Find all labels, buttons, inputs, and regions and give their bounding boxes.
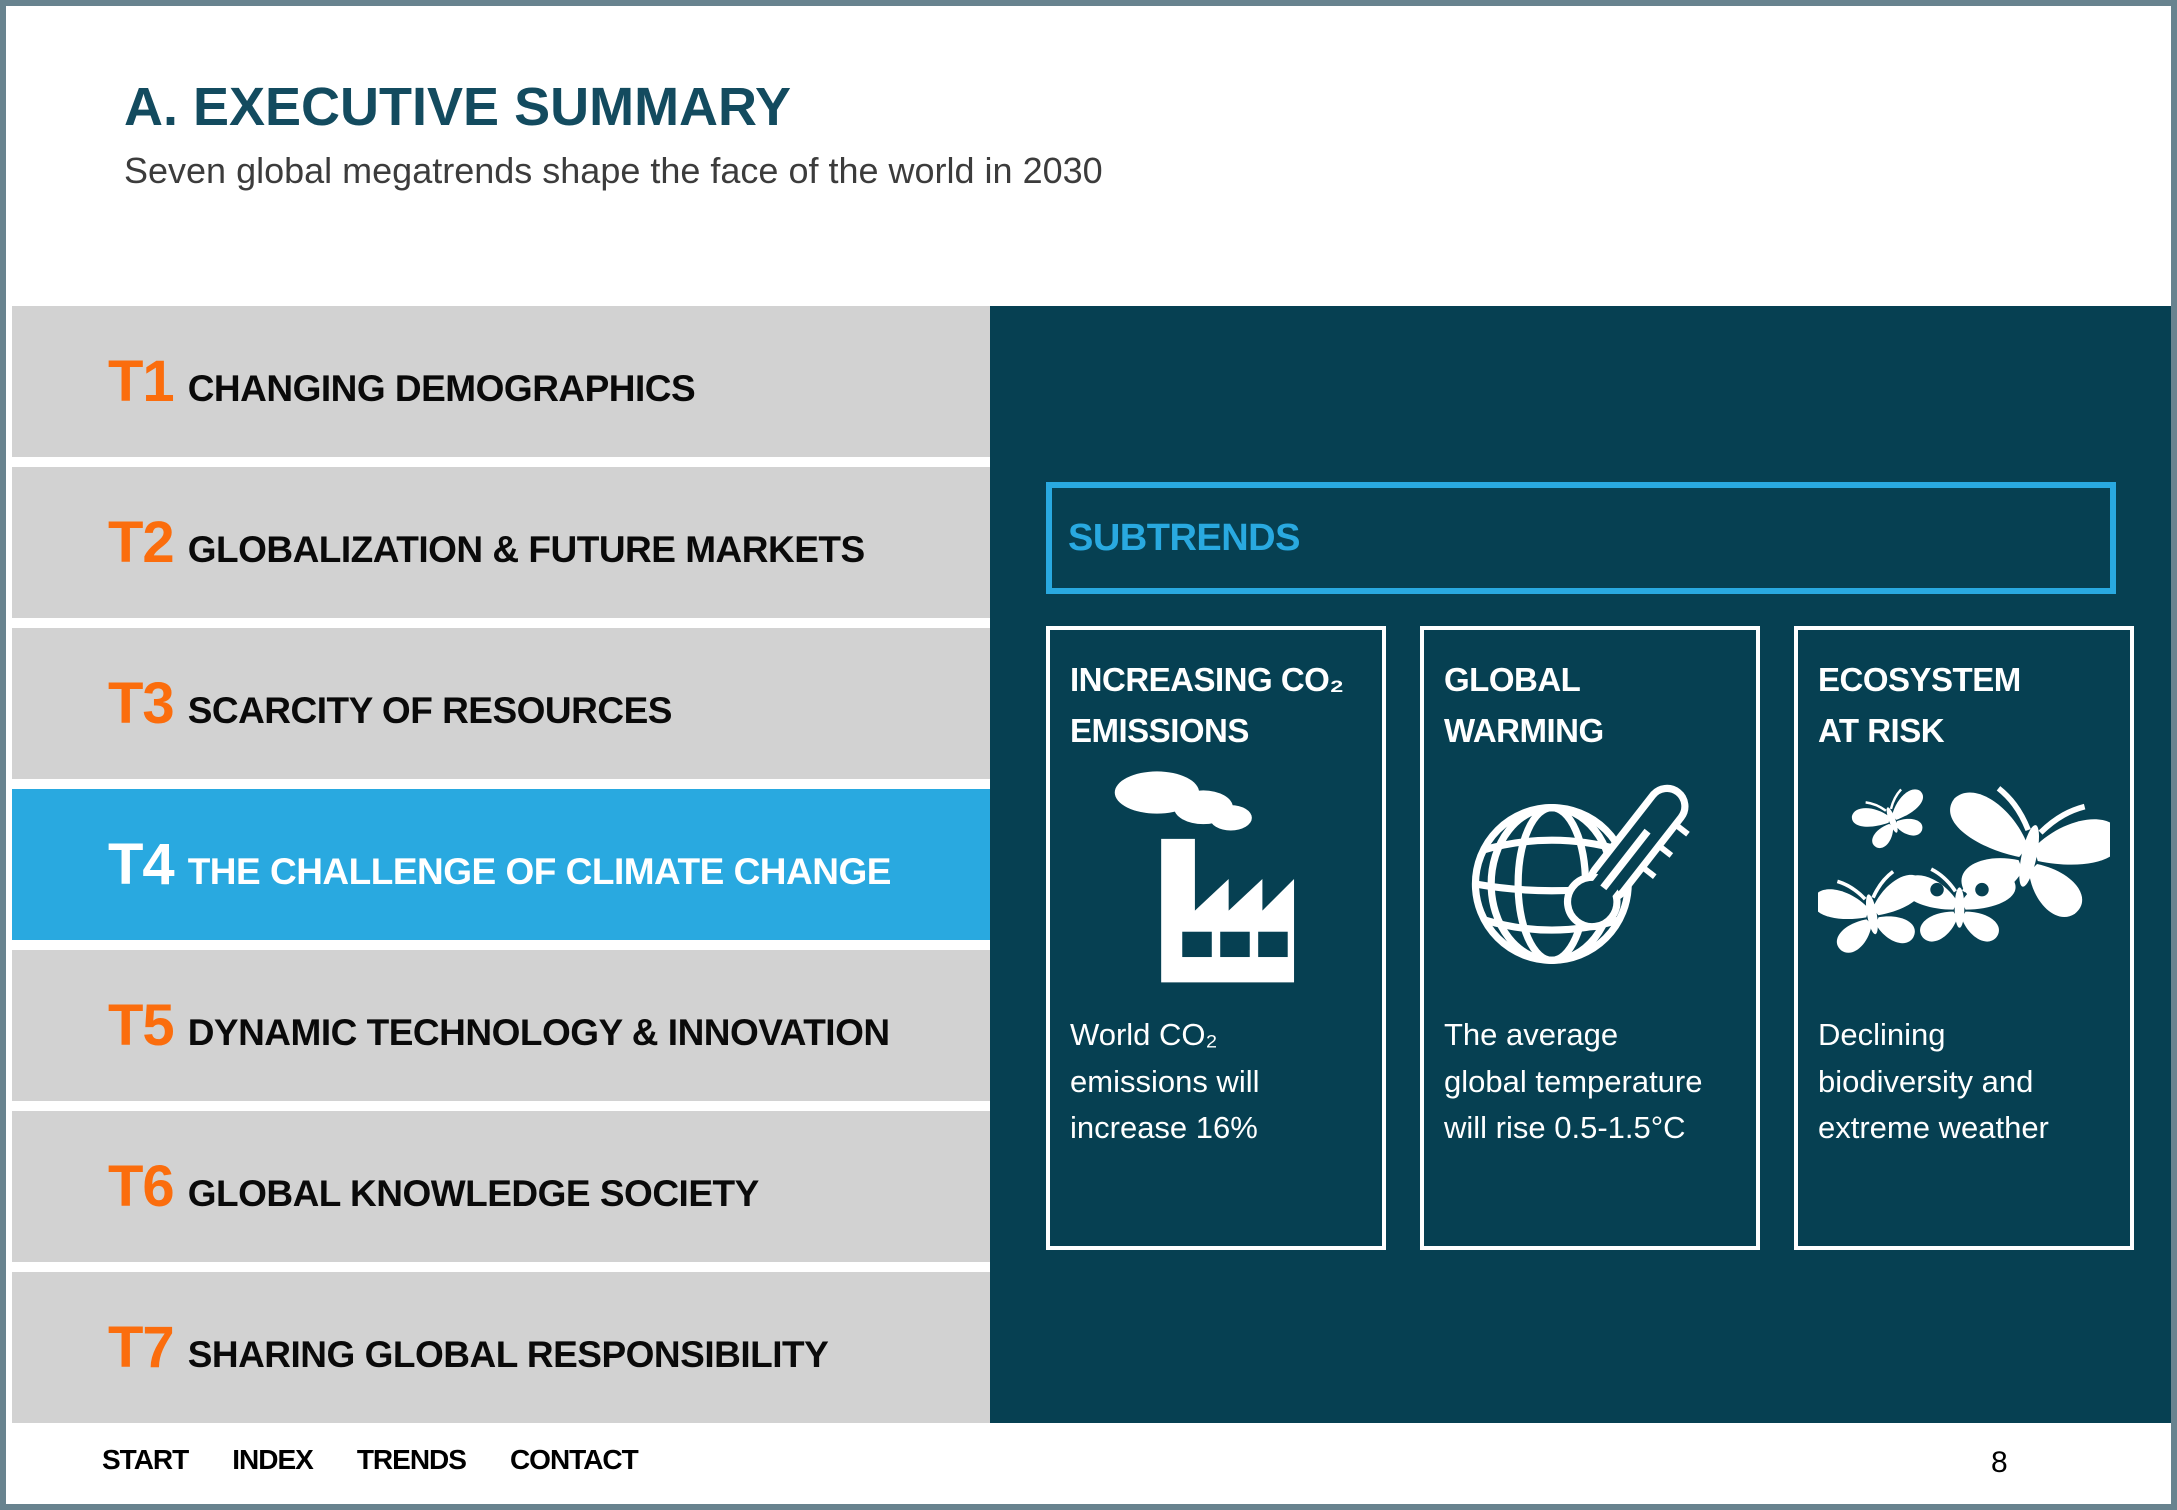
subtrend-card-co2-emissions: INCREASING CO₂ EMISSIONS World CO₂ emiss…: [1046, 626, 1386, 1250]
nav-trends[interactable]: TRENDS: [356, 1444, 467, 1475]
trend-row-t7[interactable]: T7 SHARING GLOBAL RESPONSIBILITY: [12, 1272, 990, 1423]
trend-label: THE CHALLENGE OF CLIMATE CHANGE: [187, 851, 892, 892]
trend-label: GLOBALIZATION & FUTURE MARKETS: [187, 529, 865, 570]
trend-label: DYNAMIC TECHNOLOGY & INNOVATION: [187, 1012, 890, 1053]
trend-label: SCARCITY OF RESOURCES: [187, 690, 673, 731]
factory-icon: [1070, 760, 1362, 998]
trend-label: GLOBAL KNOWLEDGE SOCIETY: [187, 1173, 760, 1214]
page-number: 8: [1991, 1446, 2008, 1479]
trend-row-t4-selected[interactable]: T4 THE CHALLENGE OF CLIMATE CHANGE: [12, 789, 990, 940]
trend-number: T4: [108, 832, 175, 897]
card-title: ECOSYSTEM AT RISK: [1818, 661, 2021, 750]
trend-label: SHARING GLOBAL RESPONSIBILITY: [187, 1334, 829, 1375]
card-title: GLOBAL WARMING: [1444, 661, 1604, 750]
trend-number: T6: [108, 1154, 175, 1219]
trend-number: T2: [108, 510, 175, 575]
card-body: World CO₂ emissions will increase 16%: [1070, 1017, 1260, 1146]
trend-label: CHANGING DEMOGRAPHICS: [187, 368, 696, 409]
trend-number: T5: [108, 993, 175, 1058]
subtrends-panel: SUBTRENDS INCREASING CO₂ EMISSIONS: [990, 306, 2171, 1423]
trend-number: T7: [108, 1315, 175, 1380]
nav-contact[interactable]: CONTACT: [509, 1444, 639, 1475]
subtrends-header-label: SUBTRENDS: [1068, 516, 1300, 559]
page-subtitle: Seven global megatrends shape the face o…: [124, 150, 1103, 191]
card-title: INCREASING CO₂ EMISSIONS: [1070, 661, 1344, 750]
trend-row-t5[interactable]: T5 DYNAMIC TECHNOLOGY & INNOVATION: [12, 950, 990, 1101]
trend-row-t2[interactable]: T2 GLOBALIZATION & FUTURE MARKETS: [12, 467, 990, 618]
subtrends-header-box: SUBTRENDS: [1046, 482, 2116, 594]
trend-row-t6[interactable]: T6 GLOBAL KNOWLEDGE SOCIETY: [12, 1111, 990, 1262]
header: A. EXECUTIVE SUMMARY Seven global megatr…: [124, 76, 1103, 192]
card-body: Declining biodiversity and extreme weath…: [1818, 1017, 2049, 1146]
footer-nav: START INDEX TRENDS CONTACT: [102, 1444, 639, 1476]
trend-row-t3[interactable]: T3 SCARCITY OF RESOURCES: [12, 628, 990, 779]
card-body: The average global temperature will rise…: [1444, 1017, 1703, 1146]
page-title: A. EXECUTIVE SUMMARY: [124, 77, 792, 137]
subtrend-card-global-warming: GLOBAL WARMING: [1420, 626, 1760, 1250]
nav-index[interactable]: INDEX: [232, 1444, 314, 1475]
butterflies-icon: [1818, 760, 2110, 998]
trend-row-t1[interactable]: T1 CHANGING DEMOGRAPHICS: [12, 306, 990, 457]
subtrend-cards: INCREASING CO₂ EMISSIONS World CO₂ emiss…: [1046, 626, 2134, 1250]
trend-number: T1: [108, 349, 175, 414]
subtrend-card-ecosystem-at-risk: ECOSYSTEM AT RISK: [1794, 626, 2134, 1250]
globe-thermometer-icon: [1444, 760, 1736, 998]
trend-number: T3: [108, 671, 175, 736]
trend-list: T1 CHANGING DEMOGRAPHICS T2 GLOBALIZATION …: [12, 306, 990, 1423]
nav-start[interactable]: START: [102, 1444, 189, 1475]
